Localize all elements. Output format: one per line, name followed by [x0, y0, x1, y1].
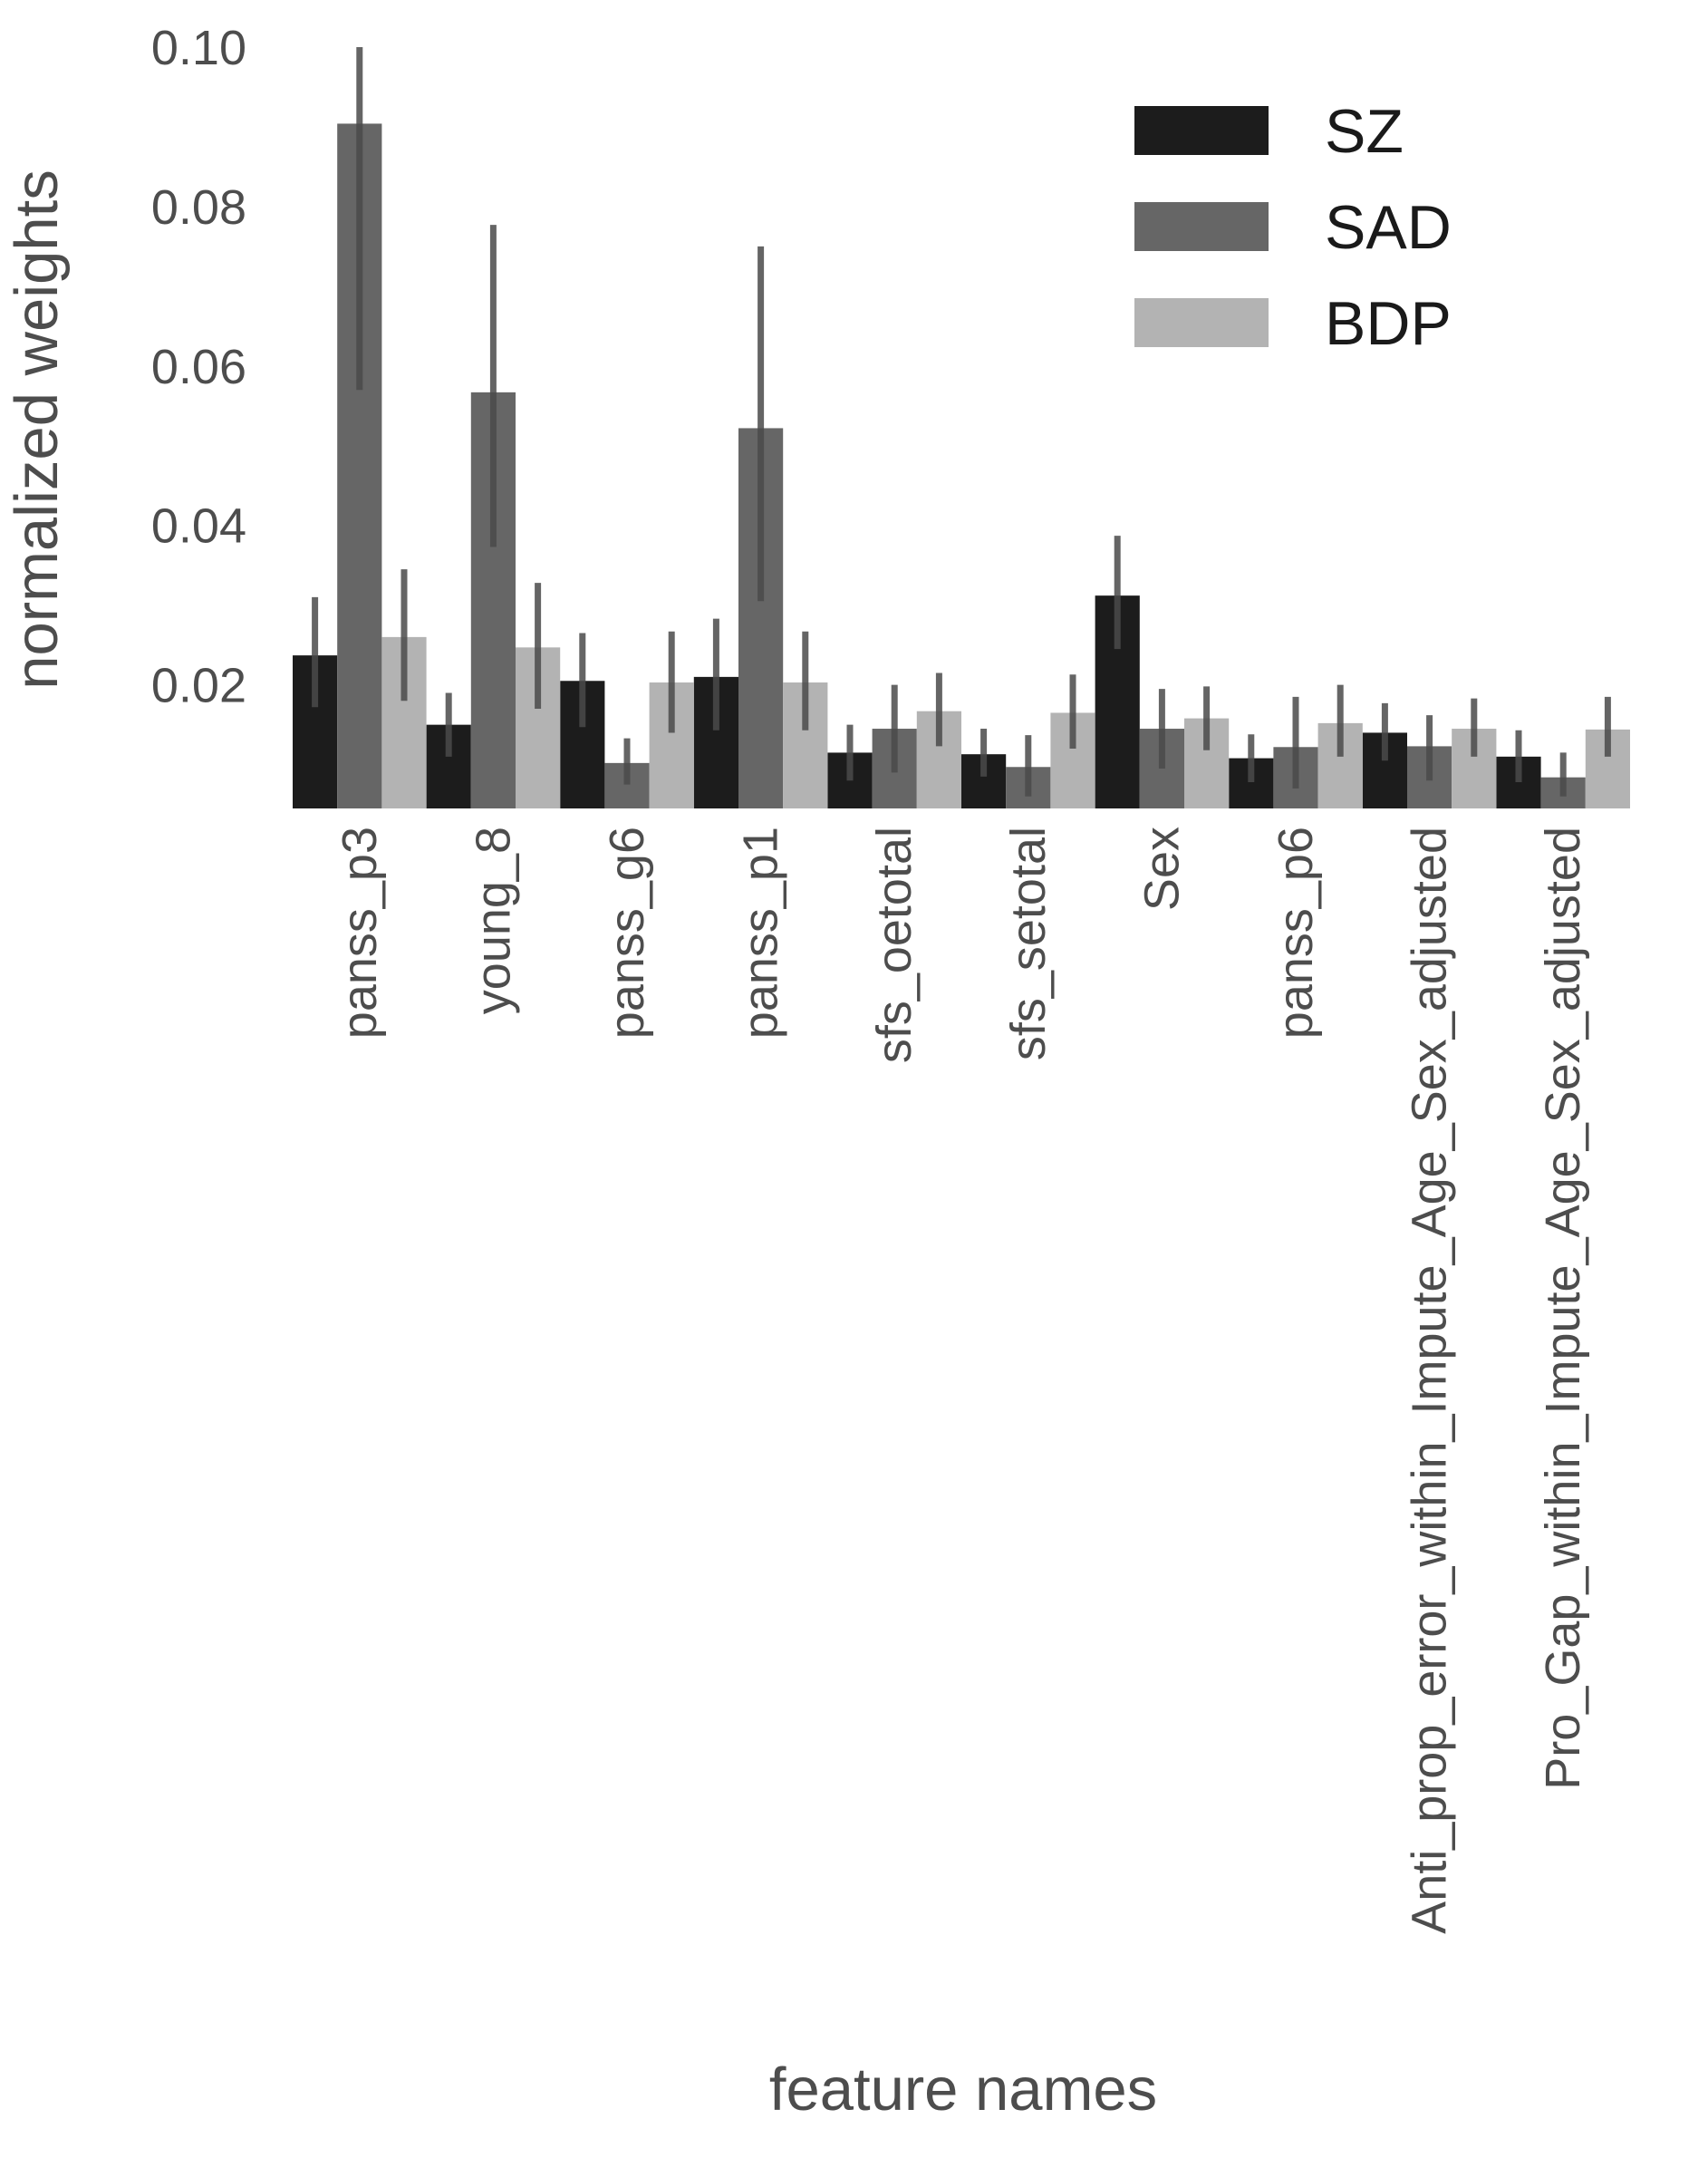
x-tick-label-8: Anti_prop_error_within_Impute_Age_Sex_ad… [1403, 827, 1457, 1934]
legend: SZ SAD BDP [1134, 97, 1452, 358]
y-tick-label-4: 0.02 [151, 659, 246, 713]
x-tick-label-9: Pro_Gap_within_Impute_Age_Sex_adjusted [1536, 827, 1590, 1790]
y-tick-label-2: 0.06 [151, 340, 246, 394]
x-tick-label-7: panss_p6 [1269, 827, 1323, 1039]
x-tick-label-4: sfs_oetotal [867, 827, 922, 1063]
y-axis-title: normalized weights [3, 169, 71, 690]
x-tick-label-1: young_8 [466, 827, 520, 1014]
legend-swatch-sad [1134, 202, 1269, 251]
y-tick-label-0: 0.10 [151, 21, 246, 75]
legend-label-sz: SZ [1325, 97, 1404, 166]
y-axis-ticks: 0.10 0.08 0.06 0.04 0.02 [151, 21, 246, 713]
error-bars-layer [312, 47, 1611, 797]
legend-label-bdp: BDP [1325, 289, 1452, 358]
x-tick-label-3: panss_p1 [734, 827, 788, 1039]
x-axis-title: feature names [769, 2056, 1157, 2124]
bars-layer [293, 123, 1630, 808]
x-tick-label-2: panss_g6 [600, 827, 654, 1039]
y-tick-label-1: 0.08 [151, 180, 246, 235]
x-tick-label-0: panss_p3 [333, 827, 387, 1039]
legend-label-sad: SAD [1325, 193, 1452, 262]
legend-swatch-bdp [1134, 298, 1269, 347]
x-axis-ticks: panss_p3 young_8 panss_g6 panss_p1 sfs_oetot… [333, 827, 1590, 1934]
x-tick-label-5: sfs_setotal [1001, 827, 1056, 1060]
legend-swatch-sz [1134, 106, 1269, 155]
x-tick-label-6: Sex [1134, 827, 1189, 911]
y-tick-label-3: 0.04 [151, 499, 246, 554]
